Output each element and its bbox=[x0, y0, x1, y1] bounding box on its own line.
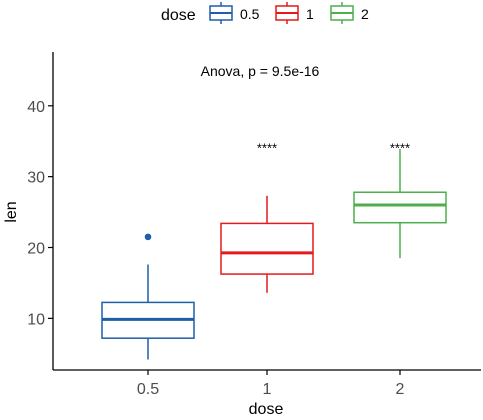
legend-entry-0.5: 0.5 bbox=[209, 2, 260, 24]
y-ticks: 10 20 30 40 bbox=[27, 99, 53, 328]
boxes: **** **** bbox=[101, 140, 447, 360]
box-iqr bbox=[353, 191, 447, 224]
legend-entry-1: 1 bbox=[275, 2, 314, 24]
x-tick-label-2: 2 bbox=[396, 381, 405, 398]
y-tick-label-30: 30 bbox=[27, 170, 45, 187]
legend-entry-2: 2 bbox=[330, 2, 369, 24]
outlier-point bbox=[144, 233, 152, 241]
y-tick-label-10: 10 bbox=[27, 311, 45, 328]
box-group-0.5 bbox=[101, 233, 195, 360]
x-tick-label-0.5: 0.5 bbox=[137, 381, 159, 398]
legend-label-2: 2 bbox=[361, 6, 369, 22]
significance-label-1: **** bbox=[257, 140, 277, 155]
y-axis-title: len bbox=[3, 201, 20, 222]
box-group-1: **** bbox=[220, 140, 314, 293]
legend-title: dose bbox=[161, 7, 196, 24]
x-tick-label-1: 1 bbox=[263, 381, 272, 398]
legend-label-1: 1 bbox=[306, 6, 314, 22]
legend-label-0.5: 0.5 bbox=[240, 6, 260, 22]
x-ticks: 0.5 1 2 bbox=[137, 370, 405, 398]
box-iqr bbox=[220, 222, 314, 275]
y-tick-label-20: 20 bbox=[27, 241, 45, 258]
significance-label-2: **** bbox=[390, 140, 410, 155]
y-tick-label-40: 40 bbox=[27, 99, 45, 116]
box-group-2: **** bbox=[353, 140, 447, 259]
x-axis-title: dose bbox=[249, 401, 284, 418]
anova-annotation: Anova, p = 9.5e-16 bbox=[201, 63, 320, 79]
legend: dose 0.5 1 2 bbox=[161, 2, 369, 24]
